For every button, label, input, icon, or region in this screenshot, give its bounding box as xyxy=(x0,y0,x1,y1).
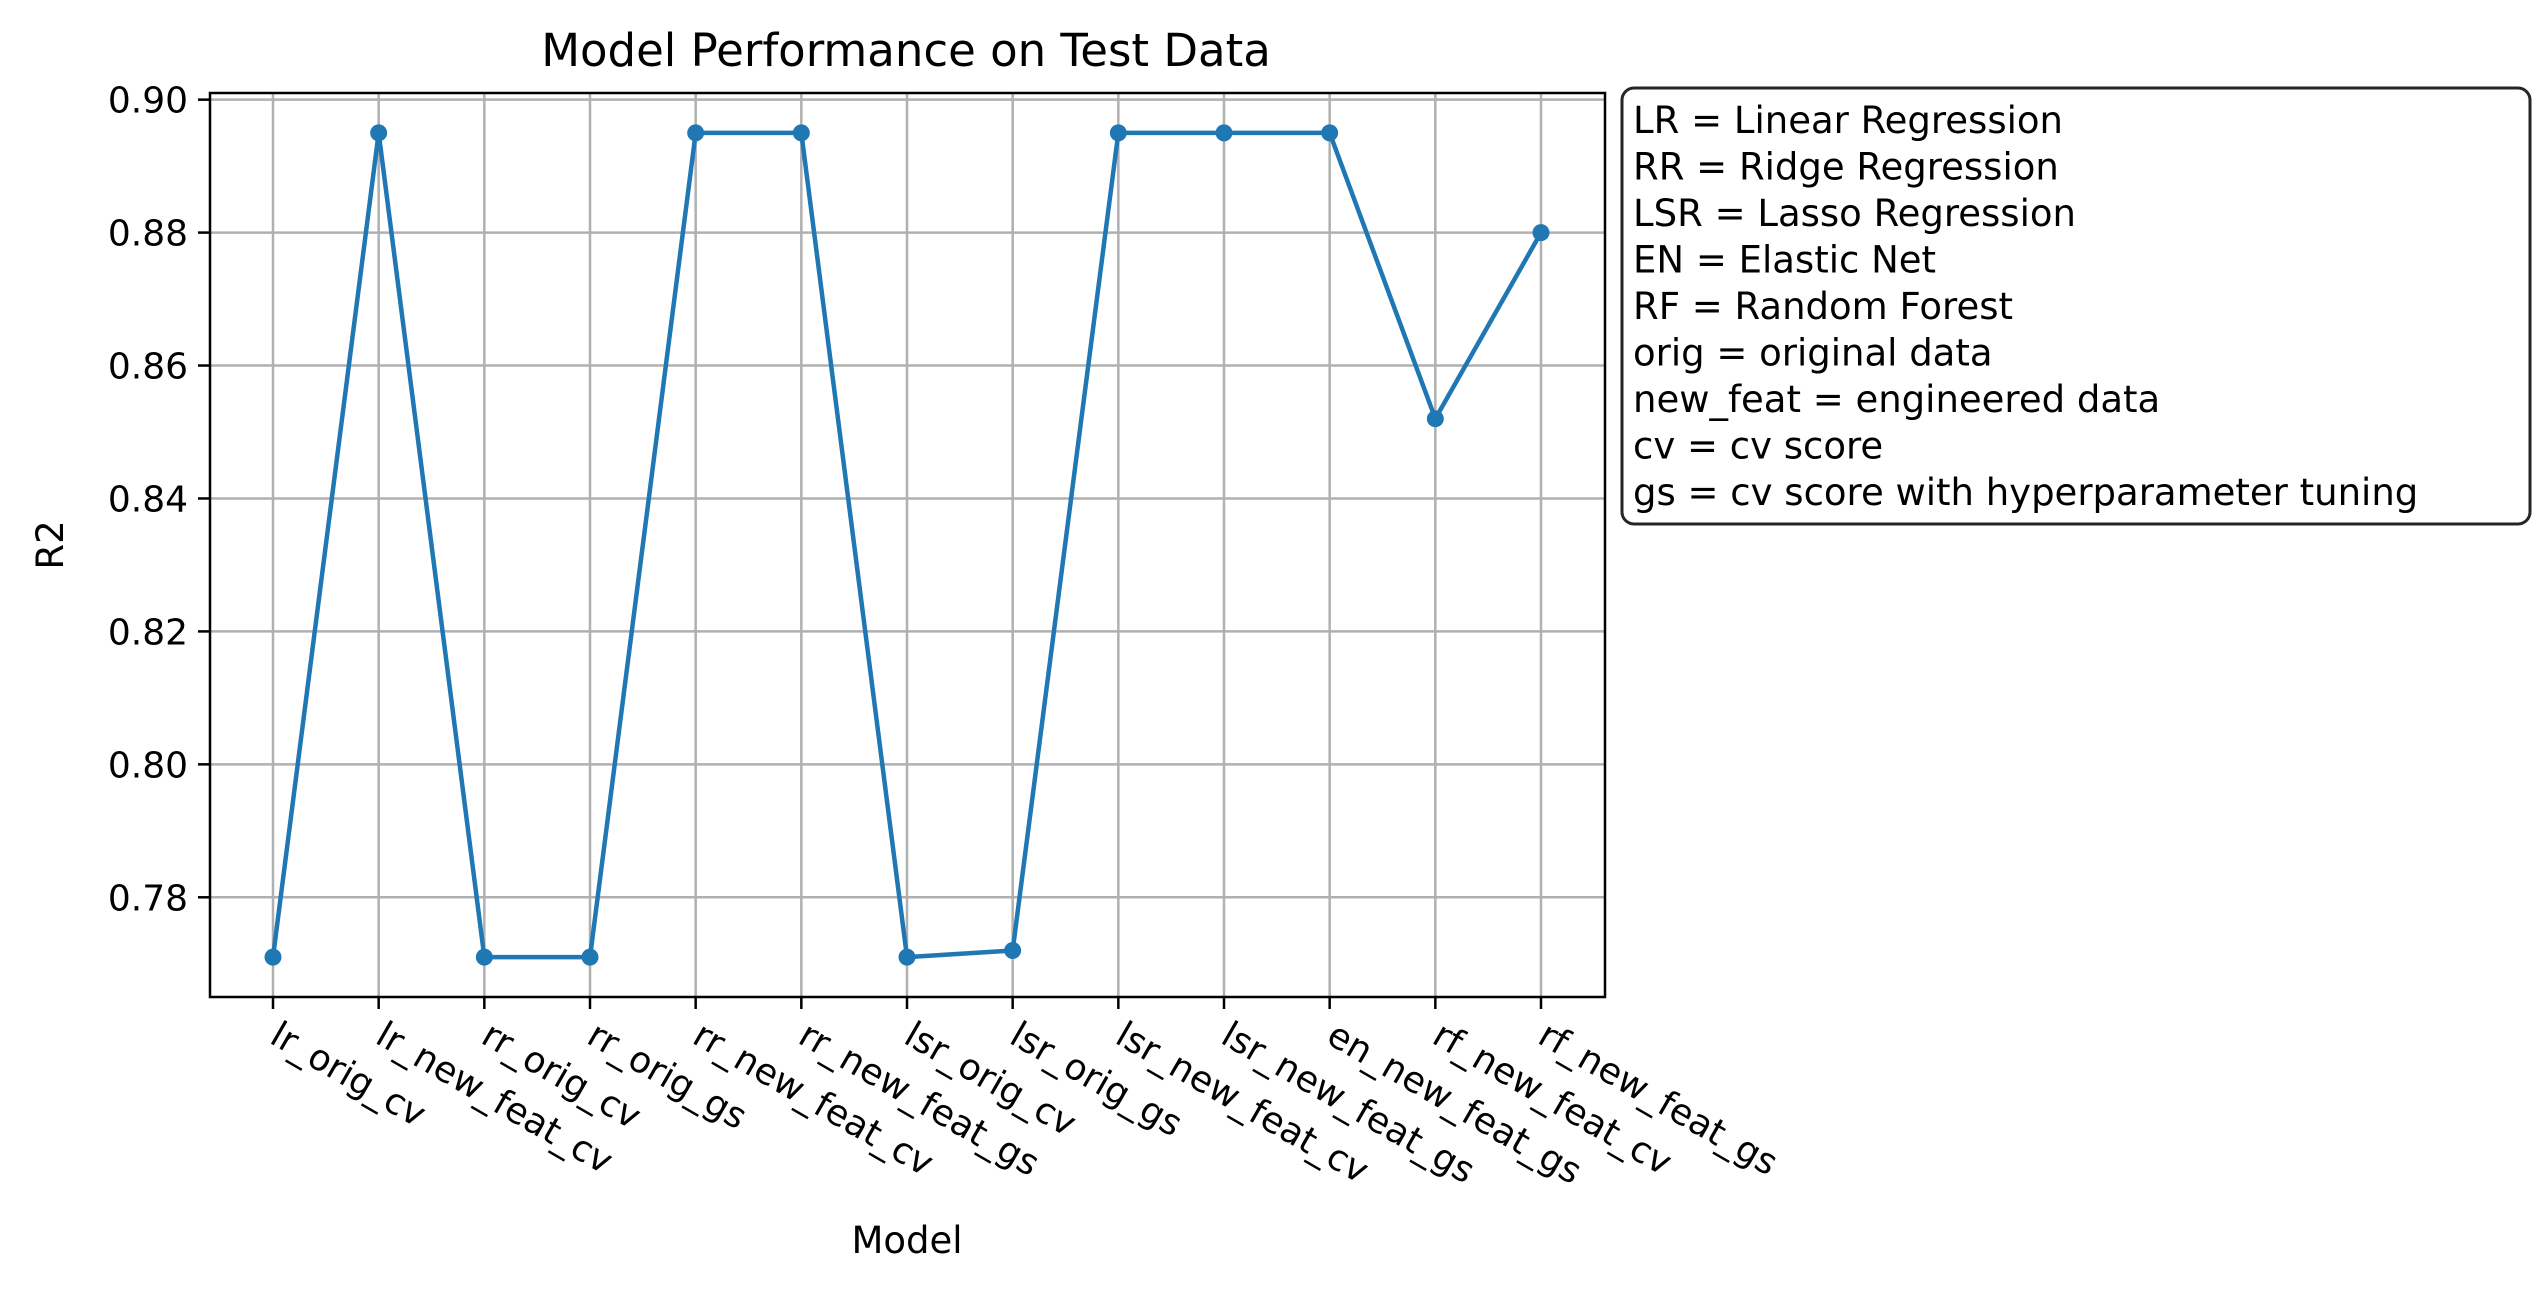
abbreviation-legend-frame xyxy=(1620,86,2532,526)
abbreviation-legend-line: RF = Random Forest xyxy=(1633,285,2013,328)
x-axis-title: Model xyxy=(851,1219,962,1262)
data-point xyxy=(1004,941,1022,959)
y-tick-label: 0.88 xyxy=(108,214,188,255)
abbreviation-legend-line: EN = Elastic Net xyxy=(1633,239,1936,282)
data-point xyxy=(792,124,810,142)
data-point xyxy=(898,948,916,966)
series-layer xyxy=(264,124,1550,966)
abbreviation-legend-line: orig = original data xyxy=(1633,332,1993,375)
x-axis-ticks: lr_orig_cvlr_new_feat_cvrr_orig_cvrr_ori… xyxy=(264,997,1785,1193)
y-axis-ticks: 0.78 0.80 0.82 0.84 0.86 0.88 0.90 xyxy=(108,81,210,919)
chart-title: Model Performance on Test Data xyxy=(541,24,1271,77)
data-point xyxy=(475,948,493,966)
y-tick-label: 0.86 xyxy=(108,347,188,388)
data-point xyxy=(264,948,282,966)
data-point xyxy=(370,124,388,142)
abbreviation-legend-line: LR = Linear Regression xyxy=(1633,99,2063,142)
abbreviation-legend-line: LSR = Lasso Regression xyxy=(1633,192,2076,235)
abbreviation-legend-line: RR = Ridge Regression xyxy=(1633,146,2059,189)
x-gridlines xyxy=(271,93,1543,997)
abbreviation-legend-line: new_feat = engineered data xyxy=(1633,378,2160,421)
abbreviation-legend-line: gs = cv score with hyperparameter tuning xyxy=(1633,471,2418,514)
y-tick-label: 0.90 xyxy=(108,81,188,122)
y-tick-label: 0.82 xyxy=(108,612,188,653)
data-point xyxy=(1426,410,1444,428)
y-gridlines xyxy=(210,98,1605,899)
abbreviation-legend-line: cv = cv score xyxy=(1633,425,1883,468)
data-point xyxy=(1215,124,1233,142)
data-point xyxy=(1532,224,1550,242)
data-point xyxy=(1321,124,1339,142)
data-point xyxy=(1109,124,1127,142)
y-tick-label: 0.80 xyxy=(108,745,188,786)
data-point xyxy=(687,124,705,142)
y-tick-label: 0.78 xyxy=(108,878,188,919)
y-tick-label: 0.84 xyxy=(108,479,188,520)
y-axis-title: R2 xyxy=(29,520,72,569)
data-point xyxy=(581,948,599,966)
